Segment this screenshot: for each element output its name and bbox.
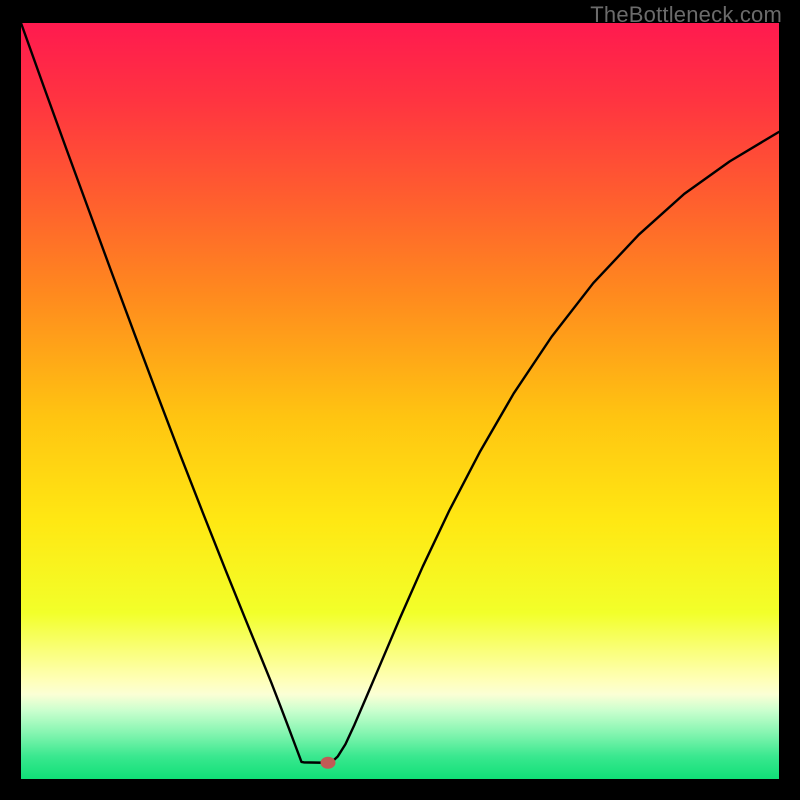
plot-container: [21, 23, 779, 779]
watermark-text: TheBottleneck.com: [590, 2, 782, 28]
bottleneck-curve: [21, 23, 779, 763]
chart-svg: [21, 23, 779, 779]
optimum-marker: [320, 757, 335, 769]
gradient-background: [21, 23, 779, 779]
